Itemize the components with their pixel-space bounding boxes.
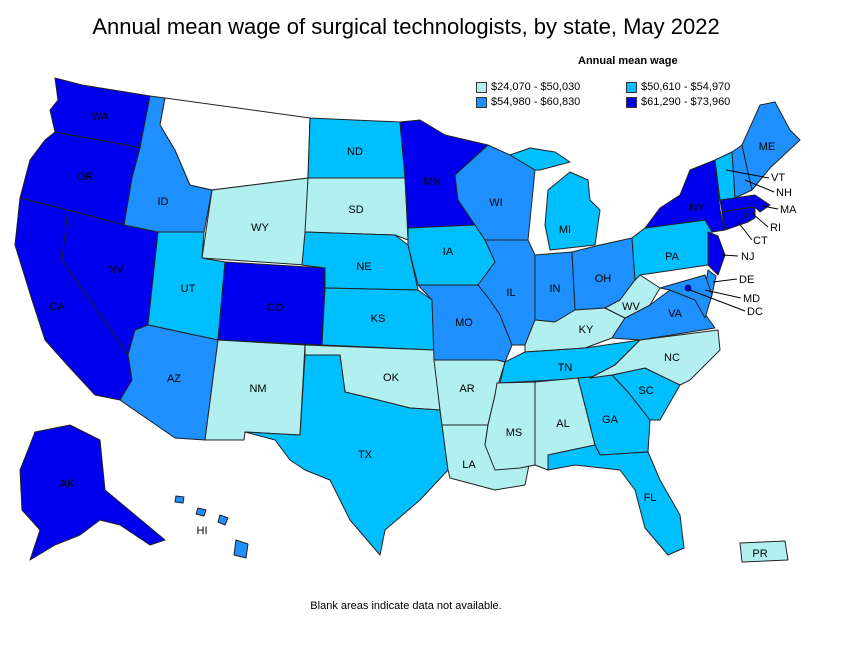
leader-line-dc (689, 289, 746, 312)
label-TX: TX (358, 449, 373, 461)
state-AK[interactable] (19, 424, 166, 561)
label-DC: DC (747, 306, 763, 318)
leader-line-vt (725, 169, 770, 179)
label-VT: VT (771, 172, 785, 184)
label-MS: MS (506, 427, 523, 439)
label-SD: SD (348, 204, 363, 216)
label-NJ: NJ (741, 251, 754, 263)
state-NY[interactable] (644, 159, 726, 233)
label-LA: LA (462, 459, 476, 471)
label-OK: OK (383, 372, 400, 384)
label-PR: PR (752, 548, 767, 560)
legend-label: $61,290 - $73,960 (641, 96, 731, 108)
state-IL[interactable] (477, 239, 536, 346)
leader-line-md (704, 289, 742, 299)
state-FL[interactable] (547, 444, 685, 556)
state-MD[interactable] (659, 274, 713, 319)
state-DC[interactable] (684, 284, 692, 292)
state-PR[interactable] (739, 540, 789, 563)
label-KS: KS (371, 313, 386, 325)
label-CO: CO (267, 302, 284, 314)
label-VA: VA (668, 308, 683, 320)
legend-swatch (626, 81, 637, 93)
state-MI-upper[interactable] (509, 147, 571, 171)
label-ND: ND (347, 146, 363, 158)
label-AK: AK (60, 478, 75, 490)
label-MD: MD (743, 293, 760, 305)
label-UT: UT (181, 283, 196, 295)
legend-label: $24,070 - $50,030 (491, 81, 581, 93)
leader-line-nj (721, 254, 739, 257)
label-AL: AL (556, 418, 569, 430)
state-NJ[interactable] (707, 231, 726, 276)
state-HI-4[interactable] (174, 495, 185, 504)
state-ME[interactable] (741, 101, 801, 191)
label-IN: IN (550, 283, 561, 295)
legend-item-bin-1: $24,070 - $50,030 (476, 81, 580, 93)
legend-item-bin-3: $54,980 - $60,830 (476, 96, 580, 108)
label-NV: NV (108, 264, 124, 276)
map-title: Annual mean wage of surgical technologis… (92, 14, 720, 39)
label-MI: MI (559, 224, 571, 236)
label-OH: OH (595, 273, 612, 285)
label-CT: CT (753, 235, 768, 247)
state-HI-2[interactable] (217, 514, 229, 526)
label-MN: MN (423, 176, 440, 188)
legend-item-bin-4: $61,290 - $73,960 (626, 96, 730, 108)
legend-item-bin-2: $50,610 - $54,970 (626, 81, 730, 93)
label-WV: WV (622, 301, 640, 313)
label-TN: TN (558, 362, 573, 374)
state-SD[interactable] (304, 177, 409, 241)
state-MA[interactable] (719, 194, 771, 213)
label-NE: NE (356, 261, 371, 273)
label-MO: MO (455, 317, 473, 329)
label-NY: NY (689, 202, 705, 214)
label-NC: NC (664, 352, 680, 364)
legend-swatch (626, 96, 637, 108)
label-AR: AR (459, 383, 474, 395)
label-CA: CA (49, 301, 65, 313)
legend-swatch (476, 81, 487, 93)
state-TX[interactable] (244, 354, 449, 556)
label-MA: MA (780, 204, 797, 216)
label-AZ: AZ (167, 373, 181, 385)
label-RI: RI (770, 222, 781, 234)
state-HI-3[interactable] (195, 507, 207, 517)
label-IA: IA (443, 246, 454, 258)
label-FL: FL (644, 492, 657, 504)
leader-line-de (712, 278, 738, 283)
label-HI: HI (197, 525, 208, 537)
leader-line-ma (761, 205, 779, 210)
label-NM: NM (249, 383, 266, 395)
label-ME: ME (759, 141, 776, 153)
leader-line-nh (744, 179, 775, 193)
label-WI: WI (489, 197, 502, 209)
label-WA: WA (91, 111, 109, 123)
label-ID: ID (158, 196, 169, 208)
state-NC[interactable] (589, 329, 721, 386)
footnote: Blank areas indicate data not available. (310, 600, 502, 612)
legend-title: Annual mean wage (578, 55, 678, 67)
label-GA: GA (602, 414, 619, 426)
label-SC: SC (638, 385, 653, 397)
state-MI[interactable] (544, 171, 601, 251)
legend-swatch (476, 96, 487, 108)
label-OR: OR (77, 171, 94, 183)
state-PA[interactable] (631, 219, 713, 281)
label-WY: WY (251, 222, 269, 234)
label-IL: IL (506, 287, 515, 299)
state-WV[interactable] (604, 274, 661, 319)
label-KY: KY (579, 324, 594, 336)
state-HI[interactable] (233, 539, 249, 559)
legend-label: $54,980 - $60,830 (491, 96, 581, 108)
label-DE: DE (739, 274, 754, 286)
legend-label: $50,610 - $54,970 (641, 81, 731, 93)
label-NH: NH (776, 187, 792, 199)
label-PA: PA (665, 251, 680, 263)
leader-line-ct (737, 221, 753, 241)
leader-line-ri (751, 212, 769, 228)
